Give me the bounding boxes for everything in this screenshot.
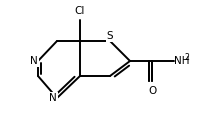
- Text: N: N: [30, 56, 38, 66]
- Text: O: O: [148, 86, 156, 96]
- Text: S: S: [107, 31, 113, 41]
- Text: N: N: [49, 93, 57, 103]
- Text: NH: NH: [174, 56, 190, 66]
- Text: Cl: Cl: [75, 6, 85, 16]
- Text: 2: 2: [184, 54, 190, 63]
